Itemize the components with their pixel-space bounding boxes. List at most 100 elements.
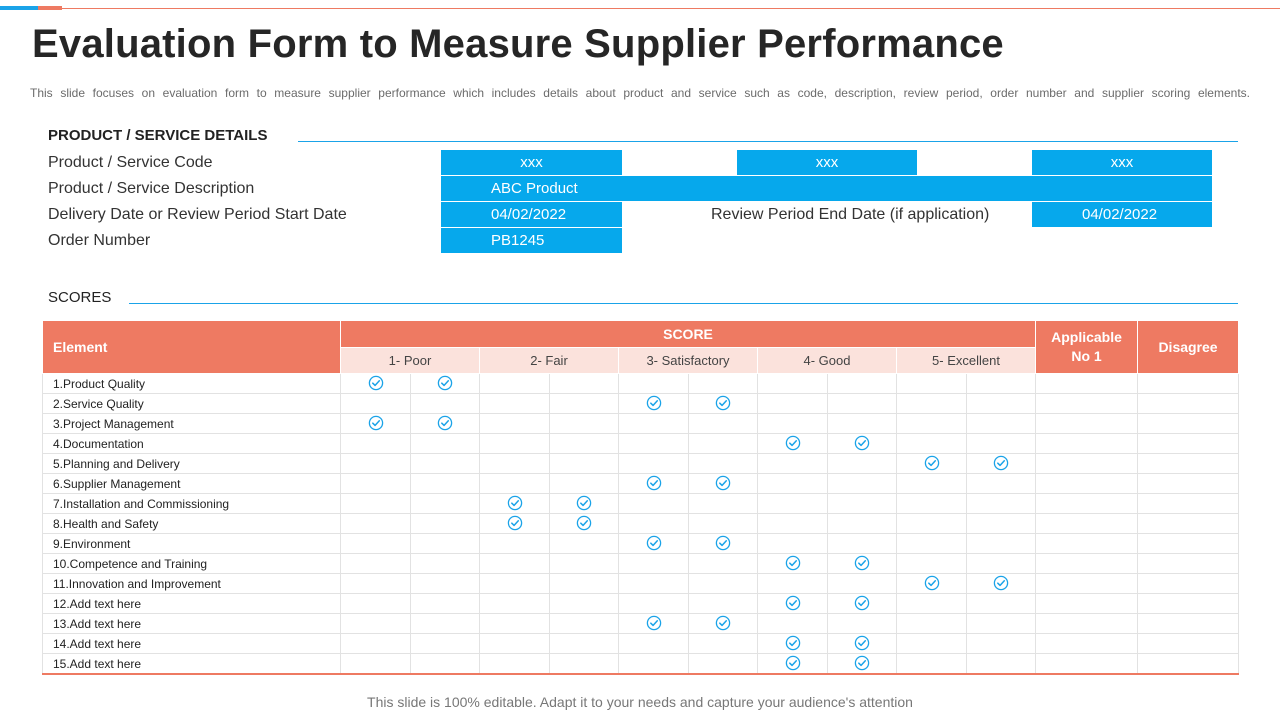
start-date-field[interactable]: 04/02/2022 <box>441 202 622 227</box>
score-cell[interactable] <box>757 373 828 394</box>
score-cell[interactable] <box>549 493 619 514</box>
disagree-cell[interactable] <box>1137 433 1240 454</box>
score-cell[interactable] <box>965 533 1037 554</box>
score-cell[interactable] <box>340 593 411 614</box>
disagree-cell[interactable] <box>1137 573 1240 594</box>
score-cell[interactable] <box>965 473 1037 494</box>
score-cell[interactable] <box>688 593 758 614</box>
score-cell[interactable] <box>896 573 967 594</box>
score-cell[interactable] <box>340 613 411 634</box>
score-cell[interactable] <box>479 613 550 634</box>
score-cell[interactable] <box>340 513 411 534</box>
score-cell[interactable] <box>618 533 689 554</box>
score-cell[interactable] <box>549 413 619 434</box>
applicable-cell[interactable] <box>1035 453 1139 474</box>
score-cell[interactable] <box>688 533 758 554</box>
applicable-cell[interactable] <box>1035 553 1139 574</box>
score-cell[interactable] <box>479 513 550 534</box>
score-cell[interactable] <box>410 613 480 634</box>
score-cell[interactable] <box>827 573 897 594</box>
disagree-cell[interactable] <box>1137 373 1240 394</box>
score-cell[interactable] <box>896 433 967 454</box>
score-cell[interactable] <box>618 513 689 534</box>
score-cell[interactable] <box>410 373 480 394</box>
score-cell[interactable] <box>479 593 550 614</box>
score-cell[interactable] <box>896 473 967 494</box>
score-cell[interactable] <box>965 653 1037 675</box>
applicable-cell[interactable] <box>1035 413 1139 434</box>
score-cell[interactable] <box>549 613 619 634</box>
score-cell[interactable] <box>340 653 411 675</box>
score-cell[interactable] <box>688 513 758 534</box>
score-cell[interactable] <box>965 453 1037 474</box>
score-cell[interactable] <box>618 373 689 394</box>
applicable-cell[interactable] <box>1035 493 1139 514</box>
score-cell[interactable] <box>410 433 480 454</box>
score-cell[interactable] <box>757 573 828 594</box>
score-cell[interactable] <box>757 633 828 654</box>
score-cell[interactable] <box>688 613 758 634</box>
score-cell[interactable] <box>549 473 619 494</box>
score-cell[interactable] <box>410 513 480 534</box>
score-cell[interactable] <box>479 653 550 675</box>
score-cell[interactable] <box>549 433 619 454</box>
disagree-cell[interactable] <box>1137 593 1240 614</box>
score-cell[interactable] <box>549 373 619 394</box>
score-cell[interactable] <box>896 553 967 574</box>
score-cell[interactable] <box>479 373 550 394</box>
score-cell[interactable] <box>688 433 758 454</box>
applicable-cell[interactable] <box>1035 513 1139 534</box>
score-cell[interactable] <box>479 553 550 574</box>
score-cell[interactable] <box>757 453 828 474</box>
score-cell[interactable] <box>965 593 1037 614</box>
score-cell[interactable] <box>479 393 550 414</box>
score-cell[interactable] <box>618 413 689 434</box>
score-cell[interactable] <box>688 493 758 514</box>
score-cell[interactable] <box>618 613 689 634</box>
disagree-cell[interactable] <box>1137 533 1240 554</box>
code-field-3[interactable]: xxx <box>1032 150 1212 175</box>
score-cell[interactable] <box>965 513 1037 534</box>
score-cell[interactable] <box>479 533 550 554</box>
score-cell[interactable] <box>618 453 689 474</box>
score-cell[interactable] <box>549 553 619 574</box>
disagree-cell[interactable] <box>1137 493 1240 514</box>
score-cell[interactable] <box>827 593 897 614</box>
score-cell[interactable] <box>896 453 967 474</box>
score-cell[interactable] <box>410 393 480 414</box>
score-cell[interactable] <box>896 593 967 614</box>
applicable-cell[interactable] <box>1035 533 1139 554</box>
score-cell[interactable] <box>340 493 411 514</box>
score-cell[interactable] <box>896 613 967 634</box>
score-cell[interactable] <box>688 373 758 394</box>
score-cell[interactable] <box>479 433 550 454</box>
score-cell[interactable] <box>479 413 550 434</box>
score-cell[interactable] <box>827 513 897 534</box>
score-cell[interactable] <box>618 633 689 654</box>
disagree-cell[interactable] <box>1137 633 1240 654</box>
score-cell[interactable] <box>827 433 897 454</box>
score-cell[interactable] <box>549 593 619 614</box>
score-cell[interactable] <box>549 533 619 554</box>
score-cell[interactable] <box>410 413 480 434</box>
score-cell[interactable] <box>340 473 411 494</box>
score-cell[interactable] <box>757 413 828 434</box>
score-cell[interactable] <box>965 433 1037 454</box>
score-cell[interactable] <box>618 393 689 414</box>
score-cell[interactable] <box>618 573 689 594</box>
score-cell[interactable] <box>965 393 1037 414</box>
score-cell[interactable] <box>410 473 480 494</box>
score-cell[interactable] <box>479 633 550 654</box>
score-cell[interactable] <box>410 653 480 675</box>
score-cell[interactable] <box>340 573 411 594</box>
score-cell[interactable] <box>618 493 689 514</box>
score-cell[interactable] <box>410 633 480 654</box>
score-cell[interactable] <box>340 533 411 554</box>
disagree-cell[interactable] <box>1137 453 1240 474</box>
score-cell[interactable] <box>965 573 1037 594</box>
score-cell[interactable] <box>757 473 828 494</box>
score-cell[interactable] <box>410 573 480 594</box>
score-cell[interactable] <box>757 533 828 554</box>
score-cell[interactable] <box>688 453 758 474</box>
score-cell[interactable] <box>410 453 480 474</box>
